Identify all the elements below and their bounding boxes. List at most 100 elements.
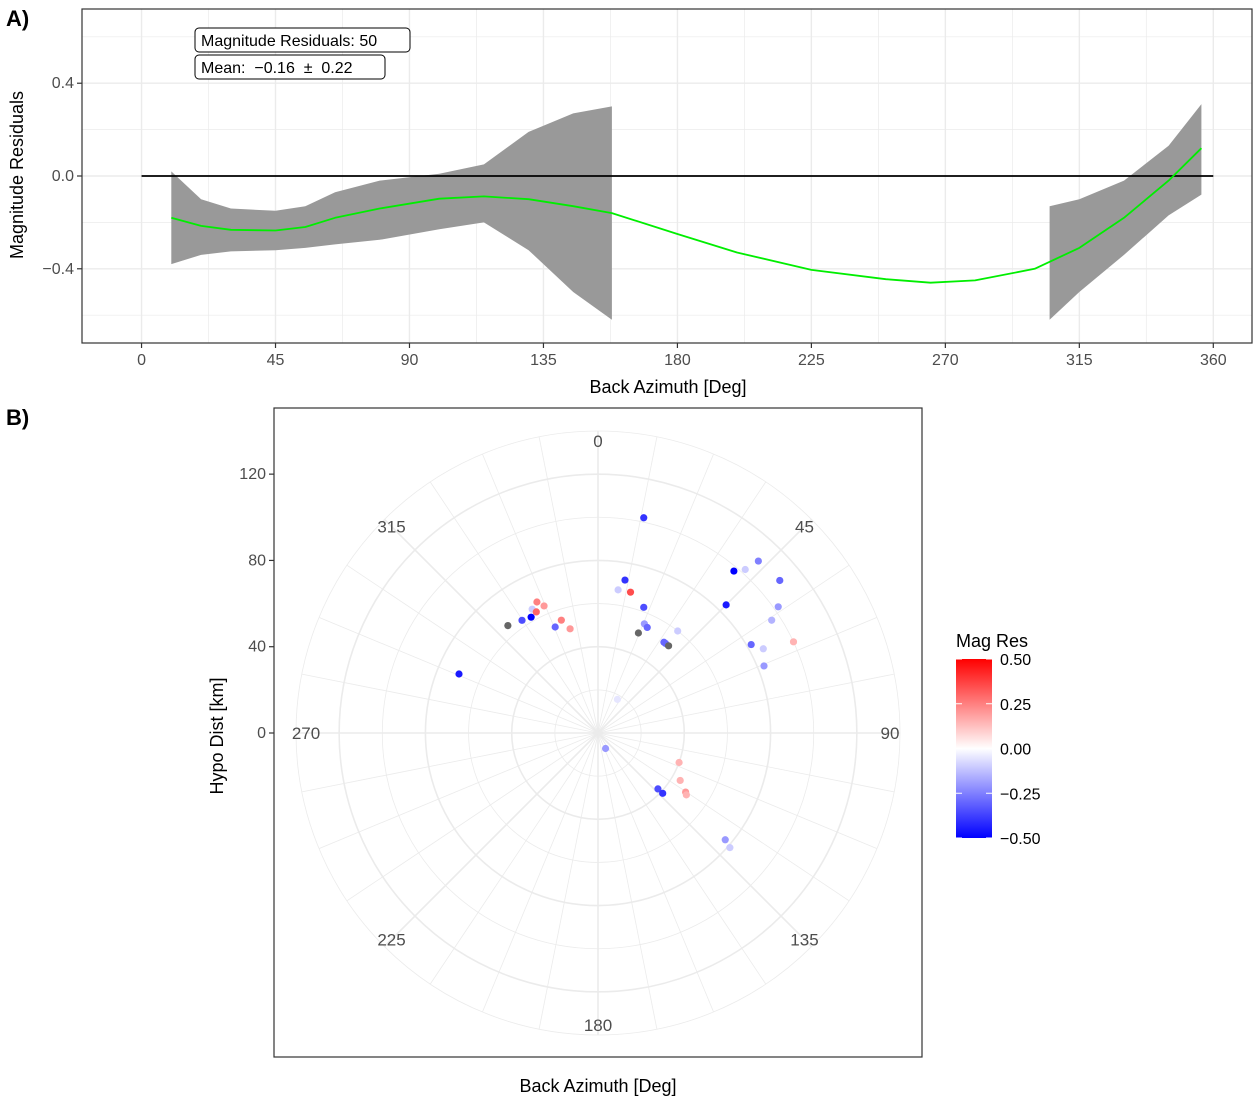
panel-b-y-axis-title: Hypo Dist [km] — [207, 677, 227, 794]
azimuth-minor-gridline — [597, 732, 714, 1013]
station-point — [675, 758, 683, 767]
x-tick-label: 0 — [137, 352, 146, 369]
legend-tick-label: 0.50 — [1000, 652, 1031, 669]
azimuth-minor-gridline — [429, 732, 599, 985]
station-point — [455, 670, 463, 678]
azimuth-minor-gridline — [482, 453, 599, 734]
station-point — [721, 836, 729, 844]
panel-a: A) 0 45 90 135 180 225 270 315 360 −0.4 0.0 0.4 Ma… — [6, 6, 1253, 397]
azimuth-minor-gridline — [482, 732, 599, 1013]
station-point — [664, 642, 673, 650]
station-point — [789, 638, 798, 646]
station-point — [768, 616, 776, 624]
legend-title: Mag Res — [956, 631, 1028, 651]
legend-tick-label: −0.25 — [1000, 786, 1041, 803]
x-tick-label: 270 — [932, 352, 959, 369]
station-point — [676, 776, 684, 785]
azimuth-minor-gridline — [597, 436, 658, 734]
distance-tick-label: 40 — [248, 639, 266, 656]
y-axis-ticks: −0.4 0.0 0.4 — [42, 75, 82, 278]
azimuth-minor-gridline — [597, 732, 658, 1030]
distance-minor-ring — [381, 516, 815, 950]
azimuth-minor-gridline — [597, 617, 878, 734]
station-points — [455, 514, 798, 852]
color-legend: Mag Res 0.50 0.25 0.00 −0.25 −0.50 — [956, 631, 1041, 848]
station-point — [640, 603, 648, 611]
annotation-count: Magnitude Residuals: 50 — [194, 27, 411, 53]
station-point — [726, 844, 734, 852]
azimuth-major-gridline — [597, 518, 813, 734]
station-point — [613, 695, 622, 703]
station-point — [760, 662, 768, 670]
azimuth-minor-gridline — [538, 436, 599, 734]
y-tick-label: 0.4 — [52, 75, 74, 92]
distance-minor-ring — [295, 430, 901, 1036]
azimuth-minor-gridline — [429, 481, 599, 734]
station-point — [532, 608, 540, 616]
azimuth-tick-label: 315 — [377, 518, 405, 537]
station-point — [774, 603, 782, 611]
distance-major-ring — [424, 559, 772, 907]
station-point — [759, 645, 767, 653]
x-tick-label: 180 — [664, 352, 691, 369]
station-point — [747, 640, 755, 649]
azimuth-minor-gridline — [597, 732, 850, 902]
x-tick-label: 315 — [1066, 352, 1093, 369]
azimuth-minor-gridline — [597, 732, 878, 849]
station-point — [621, 576, 629, 584]
annotation-mean-box — [194, 54, 386, 80]
distance-tick-label: 0 — [257, 725, 266, 742]
confidence-band-2 — [1049, 104, 1202, 320]
azimuth-tick-label: 225 — [377, 930, 405, 949]
x-tick-label: 45 — [267, 352, 285, 369]
station-point — [566, 625, 574, 633]
station-point — [741, 565, 749, 574]
station-point — [601, 744, 610, 753]
station-point — [640, 514, 648, 522]
station-point — [659, 789, 667, 797]
azimuth-tick-label: 180 — [584, 1016, 612, 1035]
azimuth-tick-label: 270 — [292, 724, 320, 743]
azimuth-tick-label: 90 — [881, 724, 900, 743]
azimuth-minor-gridline — [301, 673, 599, 734]
legend-ticks: 0.50 0.25 0.00 −0.25 −0.50 — [956, 652, 1041, 848]
azimuth-tick-label: 0 — [593, 432, 602, 451]
azimuth-minor-gridline — [597, 481, 767, 734]
smooth-fit-line — [171, 147, 1203, 284]
distance-tick-label: 120 — [239, 466, 266, 483]
azimuth-minor-gridline — [538, 732, 599, 1030]
station-point — [776, 576, 784, 585]
azimuth-minor-gridline — [346, 564, 599, 734]
azimuth-minor-gridline — [346, 732, 599, 902]
annotation-count-text: Magnitude Residuals: 50 — [201, 33, 377, 50]
station-point — [518, 616, 526, 624]
x-tick-label: 135 — [530, 352, 557, 369]
x-tick-label: 225 — [798, 352, 825, 369]
station-point — [551, 623, 559, 631]
station-point — [626, 588, 635, 596]
panel-a-x-axis-title: Back Azimuth [Deg] — [589, 377, 746, 397]
azimuth-minor-gridline — [597, 732, 767, 985]
distance-tick-label: 80 — [248, 552, 266, 569]
azimuth-minor-gridline — [597, 453, 714, 734]
station-point — [654, 785, 662, 793]
azimuth-minor-gridline — [318, 732, 599, 849]
station-point — [527, 613, 535, 621]
station-point — [722, 601, 730, 609]
azimuth-major-gridline — [383, 732, 599, 948]
station-point — [730, 567, 738, 575]
distance-axis-ticks: 0 40 80 120 — [239, 466, 274, 742]
azimuth-tick-labels: 0 45 90 135 180 225 270 315 — [292, 432, 900, 1035]
station-point — [614, 586, 622, 594]
station-point — [533, 598, 541, 606]
panel-b-x-axis-title: Back Azimuth [Deg] — [519, 1076, 676, 1096]
station-point — [643, 623, 651, 632]
panel-a-tag: A) — [6, 6, 29, 31]
azimuth-minor-gridline — [597, 564, 850, 734]
station-point — [674, 627, 682, 635]
azimuth-major-gridline — [597, 732, 813, 948]
legend-tick-label: 0.25 — [1000, 697, 1031, 714]
azimuth-minor-gridline — [597, 673, 895, 734]
distance-major-ring — [510, 645, 686, 821]
